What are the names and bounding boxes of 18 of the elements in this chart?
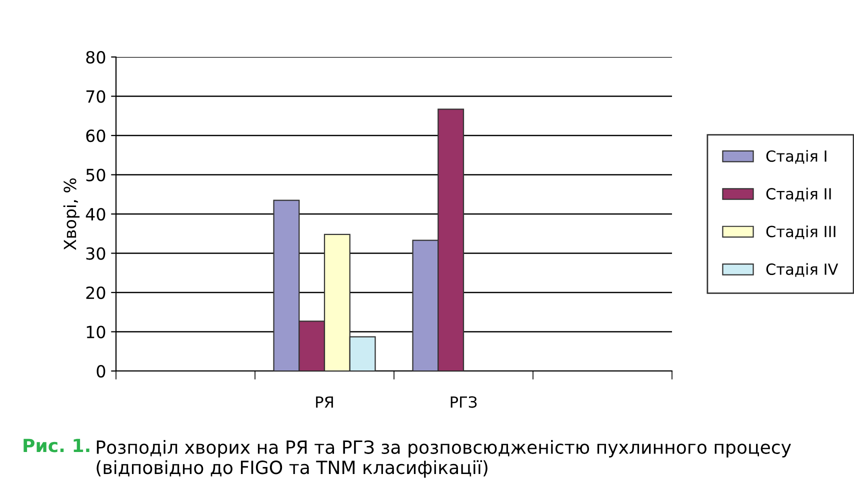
legend-label: Стадія II [766,188,831,202]
text: Розподіл хворих на РЯ та РГЗ за розповсюдженістю пухлинного процесу (відповідно до FIGO та TNM класифікації) [96,440,791,478]
y-tick-label: 0 [96,364,106,378]
y-tick-label: 40 [86,208,106,221]
y-tick-label: 80 [86,50,106,64]
y-tick-label: 60 [86,129,106,142]
y-tick-label: 70 [86,90,106,103]
x-tick-label: РЯ [316,396,333,408]
y-tick-label: 50 [86,168,106,182]
y-axis-title: Хворі, % [63,178,80,250]
y-tick-label: 10 [86,326,106,338]
y-tick-label: 30 [86,247,106,260]
legend-label: Стадія III [766,225,836,240]
legend-label: Стадія IV [766,263,838,277]
x-tick-label: РГЗ [450,396,477,408]
y-tick-label: 20 [86,286,106,300]
legend-label: Стадія I [766,150,826,164]
text: Рис. 1. [24,438,90,452]
